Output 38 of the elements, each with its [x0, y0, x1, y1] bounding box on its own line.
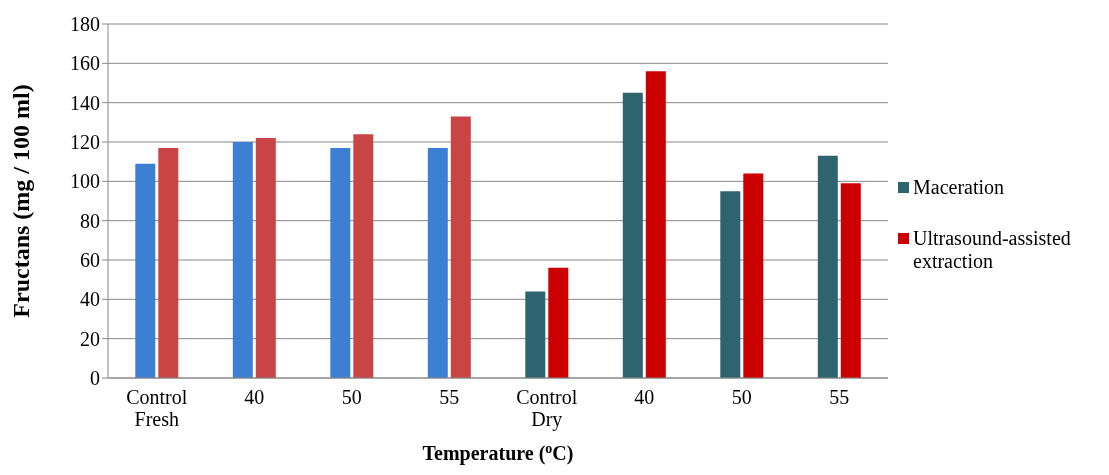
bar — [743, 173, 764, 378]
bar — [255, 138, 276, 378]
bar — [622, 92, 643, 378]
x-tick-label: 55 — [439, 386, 460, 408]
y-tick-label: 120 — [70, 131, 100, 154]
y-tick-label: 40 — [80, 288, 100, 311]
x-tick-label: 40 — [634, 386, 655, 408]
bar — [840, 183, 861, 378]
bar — [427, 147, 448, 378]
legend-label: Ultrasound-assisted extraction — [913, 226, 1072, 273]
x-tick-label: Control Dry — [516, 386, 578, 431]
y-tick-label: 180 — [70, 13, 100, 36]
y-axis-title: Fructans (mg / 100 ml) — [7, 84, 34, 318]
bar — [548, 267, 569, 378]
x-axis-title: Temperature ($^{o}$C) — [422, 440, 574, 465]
bar — [158, 147, 179, 378]
x-tick-label: Control Fresh — [126, 386, 188, 430]
y-tick-label: 20 — [80, 327, 100, 350]
bar — [330, 147, 351, 378]
bar — [450, 116, 471, 378]
bar — [353, 134, 374, 378]
y-tick-label: 140 — [70, 91, 100, 114]
y-tick-label: 60 — [80, 249, 100, 272]
x-tick-label: 55 — [829, 386, 850, 408]
y-tick-label: 160 — [70, 52, 100, 75]
bar — [525, 291, 546, 378]
y-tick-label: 0 — [90, 367, 100, 390]
x-tick-label: 50 — [341, 386, 362, 408]
x-tick-label: 40 — [244, 386, 265, 408]
bar — [645, 71, 666, 378]
bar — [720, 191, 741, 378]
y-tick-label: 80 — [80, 209, 100, 232]
bar — [232, 142, 253, 378]
bar — [135, 163, 156, 378]
bar — [817, 155, 838, 378]
x-tick-label: 50 — [731, 386, 752, 408]
y-tick-label: 100 — [70, 170, 100, 193]
legend-label: Maceration — [913, 175, 1006, 199]
